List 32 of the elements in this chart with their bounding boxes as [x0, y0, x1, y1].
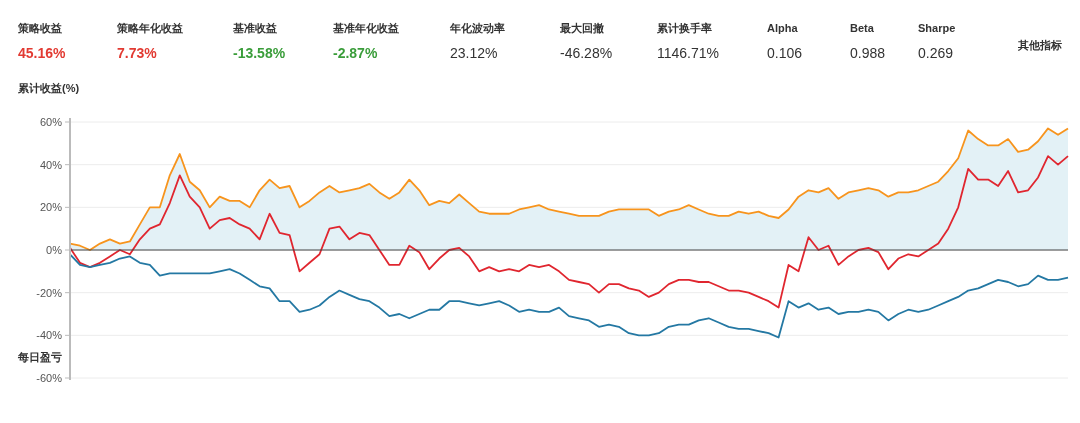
y-tick-label: 0% — [46, 243, 63, 256]
line-series — [69, 253, 1069, 339]
text: 策略收益 — [17, 22, 62, 34]
text: 0.106 — [767, 45, 803, 61]
text: 其他指标 — [1017, 39, 1062, 52]
line-series — [69, 155, 1069, 309]
text: 年化波动率 — [449, 22, 505, 34]
text: 0.269 — [918, 45, 954, 61]
text: -46.28% — [560, 45, 613, 61]
y-tick-label: -20% — [36, 286, 63, 299]
text: 累计换手率 — [656, 22, 712, 34]
text: 1146.71% — [657, 45, 720, 61]
text: 23.12% — [450, 45, 498, 61]
text: 策略年化收益 — [116, 22, 183, 34]
text: Sharpe — [918, 22, 956, 34]
text: -13.58% — [233, 45, 286, 61]
y-tick-label: 60% — [39, 115, 63, 128]
text: 每日盈亏 — [17, 351, 62, 363]
y-tick-label: -40% — [36, 329, 63, 342]
text: Alpha — [767, 22, 799, 34]
text: -2.87% — [333, 45, 378, 61]
y-tick-label: -60% — [36, 371, 63, 384]
y-tick-label: 20% — [39, 201, 63, 214]
text: 0.988 — [850, 45, 886, 61]
text: Beta — [850, 22, 875, 34]
text: 7.73% — [117, 45, 158, 61]
text: 基准年化收益 — [332, 22, 399, 34]
text: 45.16% — [18, 45, 67, 61]
y-axis-title: 累计收益(%) — [17, 82, 80, 94]
y-tick-label: 40% — [39, 158, 63, 171]
text: 基准收益 — [232, 22, 277, 34]
text: 最大回撤 — [559, 22, 604, 34]
